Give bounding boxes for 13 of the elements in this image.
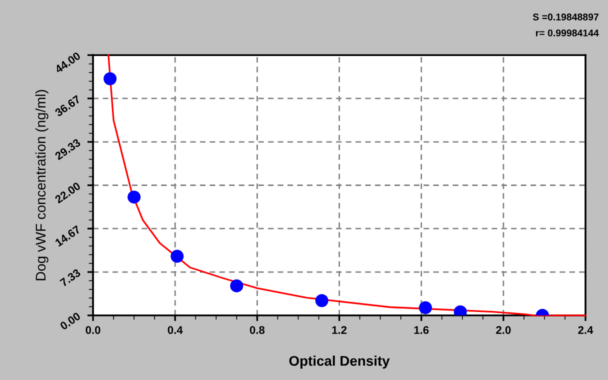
x-tick-label: 0.0: [86, 326, 100, 334]
x-axis-title: Optical Density: [289, 356, 390, 369]
y-tick-label: 7.33: [60, 268, 82, 287]
x-tick-label: 2.0: [496, 326, 511, 334]
x-tick-label: 1.2: [332, 326, 347, 334]
x-tick-label: 2.4: [578, 326, 594, 334]
x-tick-label: 1.6: [414, 326, 429, 334]
x-tick-label: 0.4: [168, 326, 183, 334]
y-axis-title: Dog vWF concentration (ng/ml): [35, 90, 48, 280]
x-tick-label: 0.8: [250, 326, 265, 334]
y-tick-label: 0.00: [59, 312, 81, 330]
text: S =0.19848897: [532, 14, 598, 20]
text: r= 0.99984144: [536, 30, 599, 36]
